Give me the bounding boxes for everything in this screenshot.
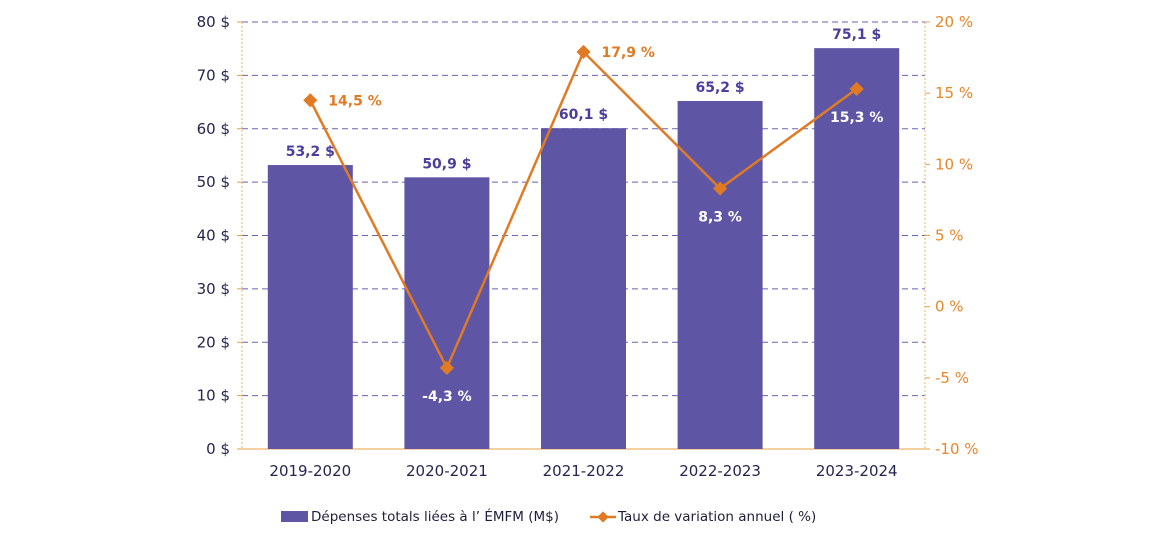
left-tick-label: 60 $	[197, 120, 230, 138]
left-tick-label: 80 $	[197, 13, 230, 31]
line-data-label: 14,5 %	[328, 93, 381, 109]
bar	[814, 48, 900, 450]
bar-data-label: 75,1 $	[832, 27, 881, 43]
bar	[541, 128, 626, 449]
line-data-label: 8,3 %	[698, 210, 742, 226]
line-data-label: 15,3 %	[830, 110, 883, 126]
left-tick-label: 0 $	[206, 440, 230, 458]
left-tick-label: 50 $	[197, 173, 230, 191]
x-tick-label: 2021-2022	[543, 462, 625, 480]
line-marker	[576, 44, 591, 59]
right-tick-label: 15 %	[935, 84, 973, 102]
right-tick-label: 5 %	[935, 227, 964, 245]
line-marker	[713, 181, 728, 196]
x-tick-label: 2022-2023	[679, 462, 761, 480]
left-tick-label: 30 $	[197, 280, 230, 298]
bar-data-label: 53,2 $	[286, 144, 335, 160]
line-marker	[303, 93, 318, 108]
line-marker	[849, 81, 864, 96]
left-tick-label: 10 $	[197, 387, 230, 405]
legend-bar-label: Dépenses totals liées à l’ ÉMFM (M$)	[311, 508, 559, 525]
left-tick-label: 40 $	[197, 227, 230, 245]
x-tick-label: 2020-2021	[406, 462, 488, 480]
legend-line-label: Taux de variation annuel ( %)	[617, 509, 816, 525]
right-tick-label: 10 %	[935, 155, 973, 173]
right-tick-label: -5 %	[935, 369, 969, 387]
bar-data-label: 65,2 $	[696, 80, 745, 96]
left-tick-label: 20 $	[197, 333, 230, 351]
x-tick-label: 2019-2020	[269, 462, 351, 480]
left-tick-label: 70 $	[197, 66, 230, 84]
right-tick-label: 0 %	[935, 298, 964, 316]
legend-line-marker	[597, 511, 609, 523]
line-data-label: -4,3 %	[422, 389, 472, 405]
line-marker	[439, 360, 454, 375]
bar	[677, 100, 763, 450]
bar-data-label: 50,9 $	[422, 156, 471, 172]
line-data-label: 17,9 %	[602, 45, 655, 61]
bar	[267, 165, 353, 450]
x-tick-label: 2023-2024	[816, 462, 898, 480]
bar-data-label: 60,1 $	[559, 107, 608, 123]
legend-bar-swatch	[281, 511, 308, 522]
bar	[404, 177, 490, 450]
right-tick-label: 20 %	[935, 13, 973, 31]
right-tick-label: -10 %	[935, 440, 979, 458]
